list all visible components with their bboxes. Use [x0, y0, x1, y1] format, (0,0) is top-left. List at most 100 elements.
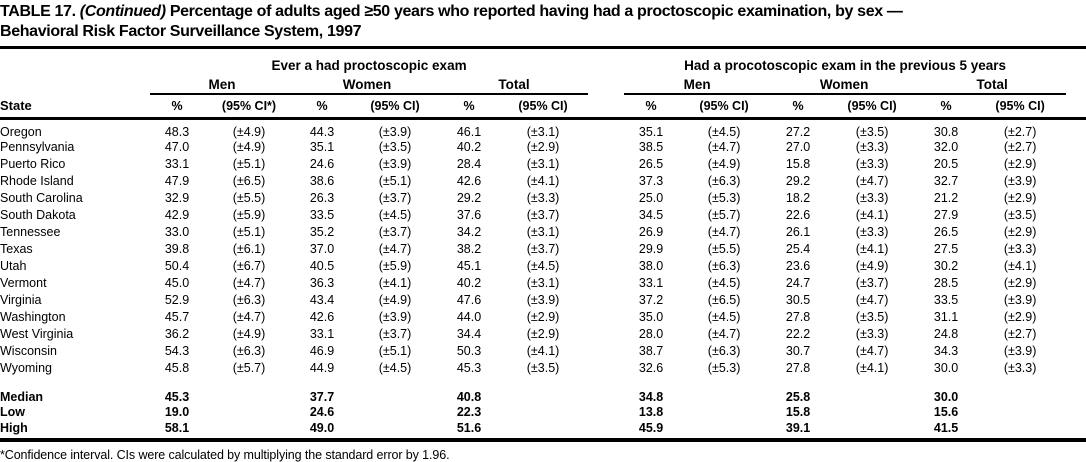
value-cell: 32.7	[933, 174, 959, 188]
value-cell: 35.2	[309, 225, 335, 239]
value-cell: (±4.1)	[526, 344, 560, 358]
row-end-pad	[1066, 275, 1086, 292]
value-cell: 27.2	[785, 124, 811, 139]
value-cell: (±4.1)	[855, 208, 889, 222]
value-cell: 36.2	[164, 327, 190, 341]
value-cell: 34.8	[638, 389, 664, 404]
value-cell: (±4.9)	[232, 140, 266, 154]
value-cell	[204, 377, 294, 404]
state-name: West Virginia	[0, 327, 74, 341]
value-cell: 30.2	[933, 259, 959, 273]
value-cell: 34.4	[456, 327, 482, 341]
subgroup-prev-total: Total	[918, 74, 1067, 95]
value-cell: 37.3	[638, 174, 664, 188]
state-name: Utah	[0, 259, 27, 273]
value-cell: (±4.7)	[232, 276, 266, 290]
value-cell: 26.1	[785, 225, 811, 239]
value-cell: 30.0	[933, 361, 959, 375]
table-row: Utah 50.4 (±6.7) 40.5 (±5.9) 45.1 (±4.5) 38.0 (±…	[0, 258, 1086, 275]
col-header-ci: (95% CI)	[974, 94, 1067, 120]
value-cell: (±6.5)	[707, 293, 741, 307]
value-cell: 45.3	[456, 361, 482, 375]
state-name: Tennessee	[0, 225, 61, 239]
row-end-pad	[1066, 292, 1086, 309]
value-cell: 33.1	[309, 327, 335, 341]
empty-cell	[1066, 49, 1086, 74]
value-cell: (±4.5)	[526, 259, 560, 273]
value-cell: (±3.7)	[378, 327, 412, 341]
row-end-pad	[1066, 156, 1086, 173]
row-end-pad	[1066, 207, 1086, 224]
state-name: Pennsylvania	[0, 140, 75, 154]
value-cell: (±4.9)	[707, 157, 741, 171]
value-cell	[826, 421, 918, 438]
value-cell: 51.6	[456, 420, 482, 435]
subgroup-ever-women: Women	[294, 74, 440, 95]
state-name: Median	[0, 389, 44, 404]
value-cell: 30.7	[785, 344, 811, 358]
value-cell: 45.7	[164, 310, 190, 324]
value-cell: (±3.3)	[526, 191, 560, 205]
value-cell: (±4.7)	[707, 327, 741, 341]
col-header-ci: (95% CI*)	[204, 94, 294, 120]
row-end-pad	[1066, 190, 1086, 207]
value-cell: 28.5	[933, 276, 959, 290]
empty-cell	[0, 49, 150, 74]
value-cell: (±2.9)	[1003, 191, 1037, 205]
value-cell: (±5.9)	[378, 259, 412, 273]
row-end-pad	[1066, 309, 1086, 326]
table-row: South Dakota 42.9 (±5.9) 33.5 (±4.5) 37.6 (±3.…	[0, 207, 1086, 224]
value-cell: (±5.3)	[707, 361, 741, 375]
value-cell: 44.0	[456, 310, 482, 324]
value-cell	[974, 404, 1066, 421]
value-cell	[826, 404, 918, 421]
row-end-pad	[1066, 326, 1086, 343]
table-row: Vermont 45.0 (±4.7) 36.3 (±4.1) 40.2 (±3.1) 33.…	[0, 275, 1086, 292]
column-gap	[588, 207, 624, 224]
value-cell: (±6.3)	[232, 344, 266, 358]
value-cell: 24.8	[933, 327, 959, 341]
value-cell: (±3.7)	[378, 191, 412, 205]
value-cell: (±2.7)	[1003, 124, 1037, 139]
value-cell: (±6.3)	[232, 293, 266, 307]
group-title-previous-5-years: Had a procotoscopic exam in the previous…	[684, 58, 1007, 73]
value-cell: 37.7	[309, 389, 335, 404]
value-cell: (±4.7)	[855, 344, 889, 358]
value-cell: 48.3	[164, 124, 190, 139]
state-name: Washington	[0, 310, 66, 324]
value-cell: 42.9	[164, 208, 190, 222]
value-cell: (±2.9)	[526, 327, 560, 341]
value-cell: (±5.1)	[232, 225, 266, 239]
empty-cell	[1066, 74, 1086, 94]
value-cell	[498, 404, 588, 421]
value-cell: 35.1	[638, 124, 664, 139]
value-cell: 26.5	[638, 157, 664, 171]
value-cell: (±3.9)	[1003, 344, 1037, 358]
value-cell: (±4.5)	[707, 124, 741, 139]
column-gap	[588, 190, 624, 207]
value-cell: 44.9	[309, 361, 335, 375]
state-name: Virginia	[0, 293, 42, 307]
value-cell: (±3.3)	[855, 157, 889, 171]
row-end-pad	[1066, 377, 1086, 404]
value-cell: 30.8	[933, 124, 959, 139]
subgroup-ever-men: Men	[150, 74, 294, 95]
value-cell: 27.8	[785, 361, 811, 375]
value-cell: 28.0	[638, 327, 664, 341]
column-gap	[588, 360, 624, 377]
value-cell: 34.3	[933, 344, 959, 358]
state-name: Texas	[0, 242, 33, 256]
value-cell: (±3.7)	[855, 276, 889, 290]
value-cell: (±2.7)	[1003, 327, 1037, 341]
column-gap	[588, 377, 624, 404]
value-cell: (±3.3)	[855, 191, 889, 205]
value-cell: 24.6	[309, 405, 335, 419]
value-cell: (±4.5)	[378, 208, 412, 222]
value-cell: (±3.9)	[526, 293, 560, 307]
value-cell: (±4.9)	[378, 293, 412, 307]
value-cell: (±5.3)	[707, 191, 741, 205]
value-cell	[204, 404, 294, 421]
value-cell: (±3.1)	[526, 157, 560, 171]
value-cell: (±2.9)	[1003, 310, 1037, 324]
